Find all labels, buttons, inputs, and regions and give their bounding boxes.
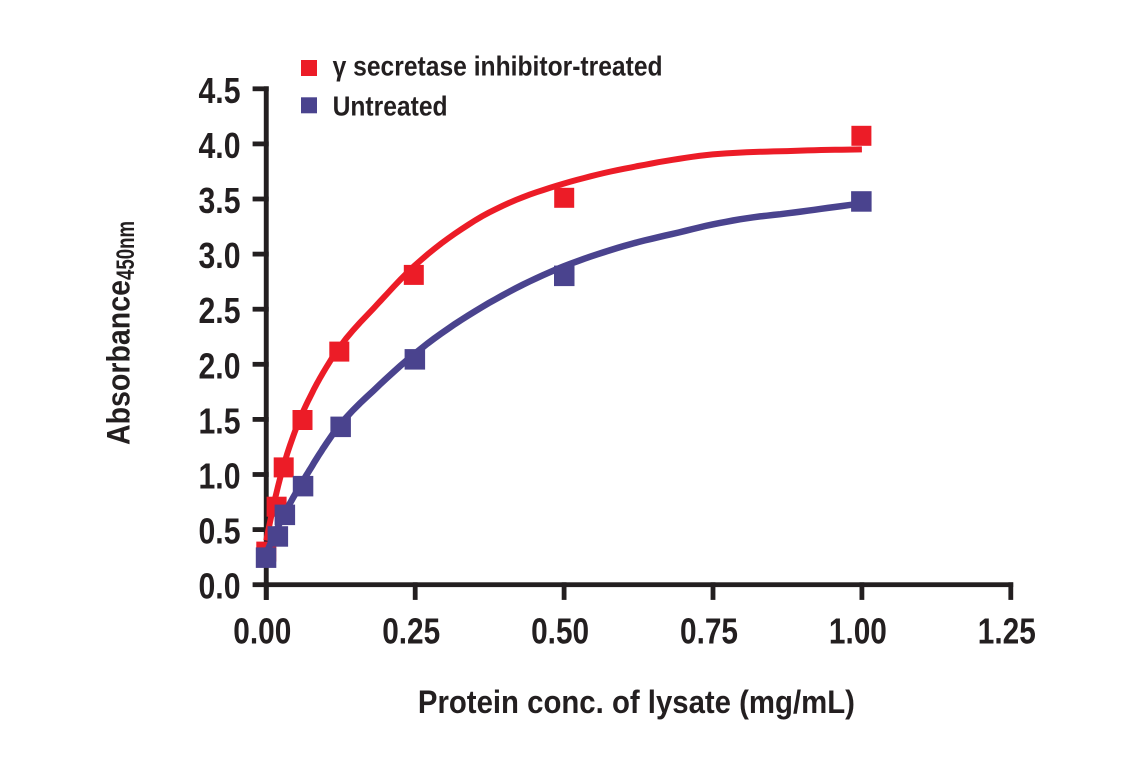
svg-text:3.0: 3.0 [199,235,241,276]
svg-text:Absorbance450nm: Absorbance450nm [101,221,141,445]
svg-text:2.5: 2.5 [199,290,241,331]
svg-text:1.5: 1.5 [199,400,241,441]
svg-text:4.5: 4.5 [199,70,241,111]
svg-text:2.0: 2.0 [199,345,241,386]
svg-text:3.5: 3.5 [199,180,241,221]
svg-text:4.0: 4.0 [199,125,241,166]
svg-text:0.25: 0.25 [382,611,440,652]
svg-text:γ secretase inhibitor-treated: γ secretase inhibitor-treated [333,51,663,82]
svg-text:0.0: 0.0 [199,566,241,607]
svg-text:1.0: 1.0 [199,456,241,497]
svg-text:0.00: 0.00 [233,611,291,652]
svg-text:0.5: 0.5 [199,511,241,552]
svg-text:0.50: 0.50 [531,611,589,652]
svg-text:0.75: 0.75 [680,611,738,652]
svg-text:1.25: 1.25 [978,611,1036,652]
svg-text:Untreated: Untreated [333,91,448,122]
svg-text:Protein conc. of lysate (mg/mL: Protein conc. of lysate (mg/mL) [418,684,855,720]
svg-text:1.00: 1.00 [829,611,887,652]
